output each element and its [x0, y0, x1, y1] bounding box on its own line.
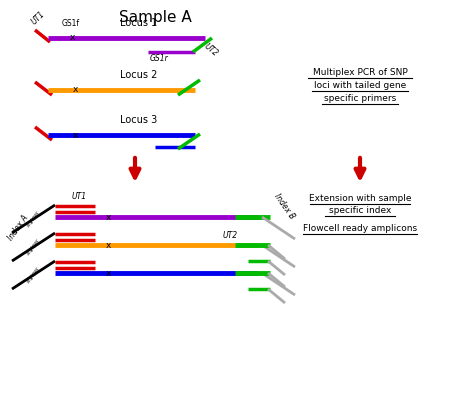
- Text: Index B: Index B: [272, 191, 296, 220]
- Text: acgtgac: acgtgac: [26, 266, 41, 285]
- Text: Flowcell ready amplicons: Flowcell ready amplicons: [303, 224, 417, 233]
- Text: loci with tailed gene: loci with tailed gene: [314, 81, 406, 90]
- Text: x: x: [105, 268, 111, 278]
- Text: Locus 1: Locus 1: [120, 18, 157, 28]
- Text: acgtgac: acgtgac: [26, 210, 41, 229]
- Text: x: x: [105, 241, 111, 249]
- Text: UT1: UT1: [29, 9, 46, 26]
- Text: Extension with sample: Extension with sample: [309, 194, 411, 203]
- Text: UT1: UT1: [72, 192, 87, 201]
- Text: specific primers: specific primers: [324, 94, 396, 103]
- Text: UT2: UT2: [202, 42, 219, 58]
- Text: Sample A: Sample A: [118, 10, 191, 25]
- Text: GS1f: GS1f: [62, 19, 80, 28]
- Text: x: x: [73, 85, 78, 94]
- Text: x: x: [105, 212, 111, 222]
- Text: Multiplex PCR of SNP: Multiplex PCR of SNP: [313, 68, 407, 77]
- Text: acgtgac: acgtgac: [26, 238, 41, 256]
- Text: UT2: UT2: [222, 231, 237, 240]
- Text: Locus 3: Locus 3: [120, 115, 157, 125]
- Text: x: x: [69, 33, 75, 42]
- Text: Index A: Index A: [6, 214, 30, 243]
- Text: x: x: [73, 131, 78, 139]
- Text: GS1r: GS1r: [150, 54, 169, 63]
- Text: Locus 2: Locus 2: [120, 70, 157, 80]
- Text: specific index: specific index: [329, 206, 391, 215]
